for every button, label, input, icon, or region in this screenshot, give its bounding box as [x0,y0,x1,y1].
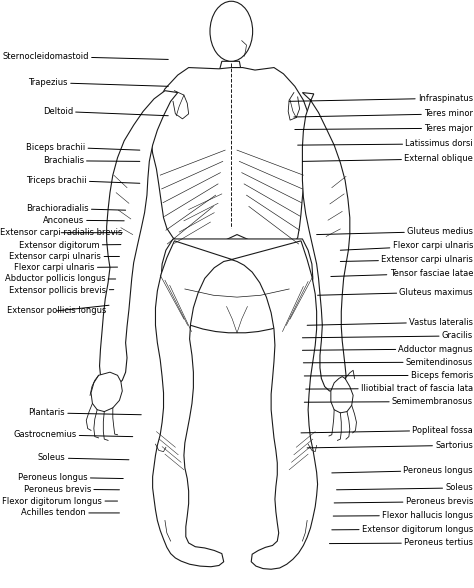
Text: Flexor hallucis longus: Flexor hallucis longus [333,511,473,520]
Polygon shape [302,92,350,391]
Text: Extensor pollicis brevis: Extensor pollicis brevis [9,286,114,295]
Text: Sternocleidomastoid: Sternocleidomastoid [2,52,168,61]
Text: Extensor carpi ulnaris: Extensor carpi ulnaris [340,255,473,264]
Text: Peroneus brevis: Peroneus brevis [24,485,119,494]
Polygon shape [151,68,312,248]
Text: Gluteus medius: Gluteus medius [317,227,473,236]
Polygon shape [331,376,353,413]
Text: Gluteus maximus: Gluteus maximus [318,288,473,296]
Text: Flexor digitorum longus: Flexor digitorum longus [2,496,118,506]
Text: Adductor magnus: Adductor magnus [302,345,473,353]
Text: Iliotibial tract of fascia lata: Iliotibial tract of fascia lata [306,384,473,393]
Text: Biceps brachii: Biceps brachii [26,142,140,152]
Text: Triceps brachii: Triceps brachii [26,176,140,185]
Text: Sartorius: Sartorius [307,441,473,450]
Text: Semitendinosus: Semitendinosus [303,358,473,367]
Text: Teres minor: Teres minor [294,109,473,118]
Text: Deltoid: Deltoid [43,107,168,116]
Text: Extensor carpi radialis brevis: Extensor carpi radialis brevis [0,228,122,237]
Text: Gracilis: Gracilis [302,332,473,340]
Text: Flexor carpi ulnaris: Flexor carpi ulnaris [340,241,473,250]
Text: Teres major: Teres major [295,123,473,133]
Polygon shape [100,91,178,385]
Text: Tensor fasciae latae: Tensor fasciae latae [331,269,473,278]
Polygon shape [153,241,232,567]
Text: Extensor digitorum: Extensor digitorum [19,240,121,250]
Text: Peroneus longus: Peroneus longus [332,466,473,475]
Text: Popliteal fossa: Popliteal fossa [301,426,473,435]
Polygon shape [219,61,246,78]
Ellipse shape [210,1,253,61]
Text: Peroneus brevis: Peroneus brevis [334,497,473,506]
Polygon shape [231,241,318,569]
Text: Soleus: Soleus [38,453,129,462]
Text: Brachioradialis: Brachioradialis [26,204,126,213]
Text: Soleus: Soleus [337,483,473,492]
Text: Peroneus longus: Peroneus longus [18,473,123,482]
Text: Trapezius: Trapezius [28,78,168,87]
Text: Infraspinatus: Infraspinatus [289,93,473,103]
Text: Peroneus tertius: Peroneus tertius [329,539,473,547]
Text: Extensor carpi ulnaris: Extensor carpi ulnaris [9,252,119,261]
Text: Latissimus dorsi: Latissimus dorsi [298,139,473,148]
Text: Semimembranosus: Semimembranosus [304,397,473,406]
Polygon shape [161,239,313,333]
Text: Vastus lateralis: Vastus lateralis [307,318,473,327]
Text: Anconeus: Anconeus [43,216,124,225]
Text: Brachialis: Brachialis [43,156,140,165]
Text: Extensor digitorum longus: Extensor digitorum longus [332,524,473,534]
Text: Achilles tendon: Achilles tendon [21,509,119,517]
Polygon shape [91,372,122,412]
Text: Flexor carpi ulnaris: Flexor carpi ulnaris [14,263,118,272]
Text: Plantaris: Plantaris [28,408,141,417]
Text: External oblique: External oblique [302,155,473,163]
Text: Gastrocnemius: Gastrocnemius [13,430,133,439]
Text: Abductor pollicis longus: Abductor pollicis longus [5,275,116,283]
Text: Extensor pollicis longus: Extensor pollicis longus [7,305,109,315]
Text: Biceps femoris: Biceps femoris [304,371,473,380]
